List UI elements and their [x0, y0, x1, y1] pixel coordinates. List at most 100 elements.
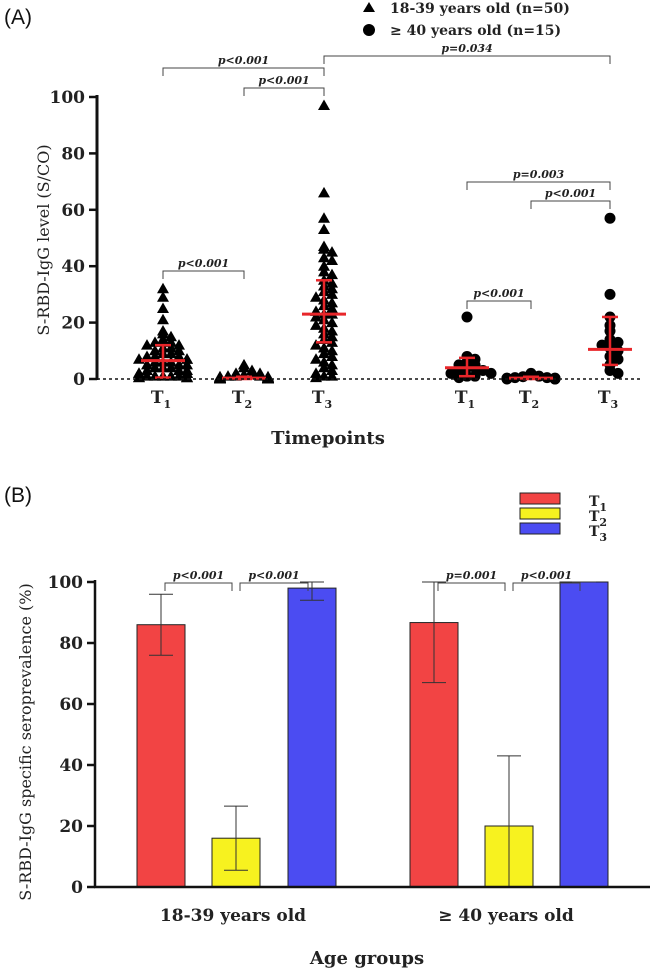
panel-a-significance-brackets: p<0.001 p<0.001 p=0.034 p<0.001 p=0.003 p<0.0… — [162, 42, 611, 309]
significance-bracket — [162, 67, 325, 76]
data-point-triangle — [141, 339, 153, 350]
data-point-triangle — [173, 350, 185, 361]
data-point-triangle — [318, 251, 330, 263]
x-tick-label-base: T — [455, 388, 468, 408]
data-point-triangle — [318, 243, 330, 254]
panel-a-points — [133, 99, 624, 385]
y-tick-label: 80 — [61, 144, 85, 164]
data-point-triangle — [318, 186, 330, 198]
data-point-triangle — [173, 358, 185, 370]
y-tick-label: 80 — [59, 634, 83, 654]
p-value-label: p=0.001 — [446, 569, 497, 582]
x-tick-label-base: T — [598, 388, 611, 408]
data-point-triangle — [318, 265, 330, 277]
data-point-circle — [461, 311, 473, 323]
legend-label: T3 — [589, 524, 607, 544]
data-point-triangle — [165, 330, 177, 342]
data-point-triangle — [157, 282, 169, 294]
data-point-circle — [485, 367, 497, 379]
legend-label: T1 — [589, 494, 607, 514]
y-tick-label: 0 — [73, 370, 85, 390]
x-tick-label: T3 — [312, 388, 332, 411]
y-tick-label: 20 — [59, 817, 83, 837]
data-point-triangle — [165, 361, 177, 373]
data-point-triangle — [310, 291, 322, 302]
p-value-label: p<0.001 — [178, 257, 229, 270]
panel-b-significance-brackets: p<0.001 p<0.001 p=0.001 p<0.001 — [164, 569, 581, 591]
data-point-triangle — [149, 361, 161, 373]
bar — [559, 581, 609, 888]
panel-b-label: (B) — [4, 484, 32, 507]
data-point-triangle — [157, 291, 169, 302]
data-point-circle — [612, 367, 624, 379]
legend-label-base: T — [589, 524, 600, 540]
significance-bracket — [512, 582, 581, 591]
data-point-triangle — [326, 350, 338, 361]
panel-a-median-bars — [141, 279, 632, 381]
panel-a-y-axis-title: S-RBD-IgG level (S/CO) — [34, 144, 53, 335]
x-tick-label-sub: 2 — [245, 398, 253, 411]
x-tick-label-sub: 2 — [532, 398, 540, 411]
data-point-triangle — [141, 364, 153, 376]
significance-bracket — [530, 200, 611, 209]
data-point-triangle — [141, 358, 153, 370]
data-point-triangle — [326, 370, 338, 381]
panel-b: (B) S-RBD-IgG specific seroprevalence (%… — [4, 484, 650, 969]
data-point-triangle — [318, 212, 330, 223]
x-tick-label: T1 — [151, 388, 171, 411]
data-point-triangle — [326, 254, 338, 266]
legend-label-sub: 1 — [599, 501, 607, 514]
significance-bracket — [466, 300, 532, 309]
data-point-circle — [604, 212, 616, 224]
legend-label-base: T — [589, 494, 600, 510]
panel-a: (A) S-RBD-IgG level (S/CO) Timepoints 0 2… — [4, 1, 640, 449]
panel-b-bars — [136, 581, 609, 888]
data-point-triangle — [326, 325, 338, 336]
legend-label: ≥ 40 years old (n=15) — [390, 23, 561, 39]
data-point-triangle — [157, 333, 169, 345]
x-tick-label: T2 — [519, 388, 539, 411]
data-point-triangle — [326, 344, 338, 356]
y-tick-label: 60 — [61, 201, 85, 221]
legend-label-sub: 2 — [599, 516, 607, 529]
panel-a-x-axis-title: Timepoints — [271, 428, 385, 449]
y-tick-label: 60 — [59, 695, 83, 715]
panel-a-x-ticks: T1 T2 T3 T1 T2 T3 — [151, 388, 618, 411]
data-point-triangle — [326, 316, 338, 328]
x-tick-label: ≥ 40 years old — [438, 906, 574, 926]
data-point-triangle — [326, 268, 338, 280]
data-point-triangle — [181, 358, 193, 370]
p-value-label: p<0.001 — [218, 54, 269, 67]
p-value-label: p<0.001 — [258, 74, 309, 87]
panel-b-y-ticks: 0 20 40 60 80 100 — [48, 573, 95, 898]
legend-label-sub: 3 — [599, 531, 607, 544]
x-tick-label: T1 — [455, 388, 475, 411]
significance-bracket — [243, 87, 325, 96]
data-point-triangle — [326, 296, 338, 308]
data-point-circle — [453, 372, 465, 384]
significance-bracket — [437, 582, 506, 591]
legend-swatch — [519, 492, 561, 505]
y-tick-label: 40 — [59, 756, 83, 776]
p-value-label: p<0.001 — [545, 187, 596, 200]
p-value-label: p=0.003 — [513, 168, 565, 181]
p-value-label: p<0.001 — [248, 569, 299, 582]
x-tick-label-sub: 1 — [468, 398, 476, 411]
data-point-triangle — [149, 350, 161, 361]
p-value-label: p=0.034 — [441, 42, 492, 55]
data-point-triangle — [318, 370, 330, 381]
p-value-label: p<0.001 — [521, 569, 572, 582]
panel-b-y-axis-title: S-RBD-IgG specific seroprevalence (%) — [16, 583, 35, 900]
data-point-triangle — [149, 344, 161, 356]
data-point-triangle — [238, 361, 250, 373]
y-tick-label: 0 — [71, 878, 83, 898]
legend-circle-icon — [363, 24, 375, 36]
x-tick-label: T3 — [598, 388, 618, 411]
bar — [287, 587, 337, 888]
data-point-triangle — [173, 339, 185, 350]
significance-bracket — [164, 582, 233, 591]
data-point-triangle — [318, 260, 330, 271]
legend-triangle-icon — [363, 2, 375, 12]
